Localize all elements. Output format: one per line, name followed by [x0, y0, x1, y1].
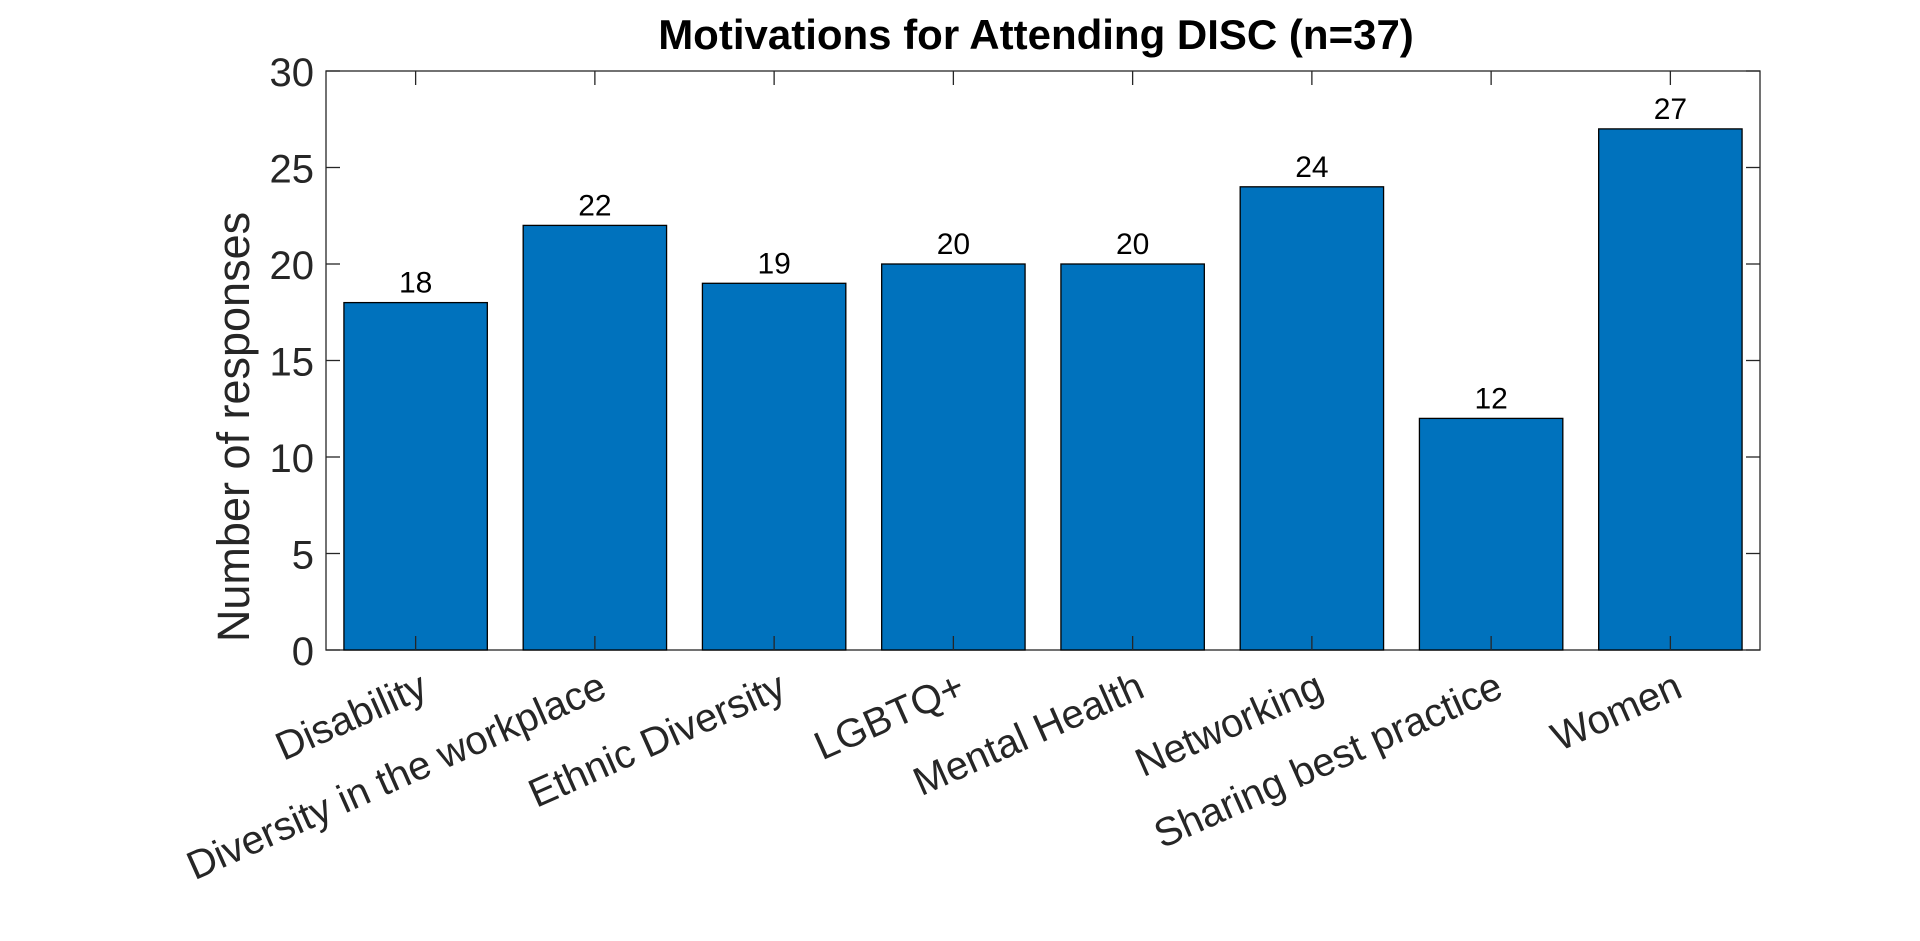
data-label: 20	[937, 228, 970, 261]
bar	[701, 282, 847, 651]
y-tick-label: 25	[270, 148, 315, 192]
bar	[881, 263, 1026, 651]
category-label: Women	[1545, 664, 1688, 760]
y-tick-label: 5	[292, 534, 314, 578]
data-label: 20	[1116, 228, 1149, 261]
bar	[1239, 186, 1385, 651]
data-label: 27	[1654, 93, 1687, 126]
bar	[343, 301, 488, 651]
data-label: 18	[399, 267, 432, 300]
chart-title: Motivations for Attending DISC (n=37)	[658, 11, 1414, 58]
y-tick-label: 0	[292, 630, 314, 674]
y-axis-label: Number of responses	[208, 212, 259, 642]
data-label: 12	[1474, 382, 1507, 415]
data-label: 22	[578, 189, 611, 222]
y-tick-label: 20	[270, 244, 315, 288]
y-tick-label: 30	[270, 51, 315, 95]
y-tick-label: 10	[270, 437, 315, 481]
bar	[1418, 417, 1564, 651]
y-tick-label: 15	[270, 341, 315, 385]
bar	[1060, 263, 1205, 651]
data-label: 19	[757, 247, 790, 280]
bar	[1598, 128, 1743, 651]
bar	[522, 224, 668, 651]
data-label: 24	[1295, 151, 1328, 184]
